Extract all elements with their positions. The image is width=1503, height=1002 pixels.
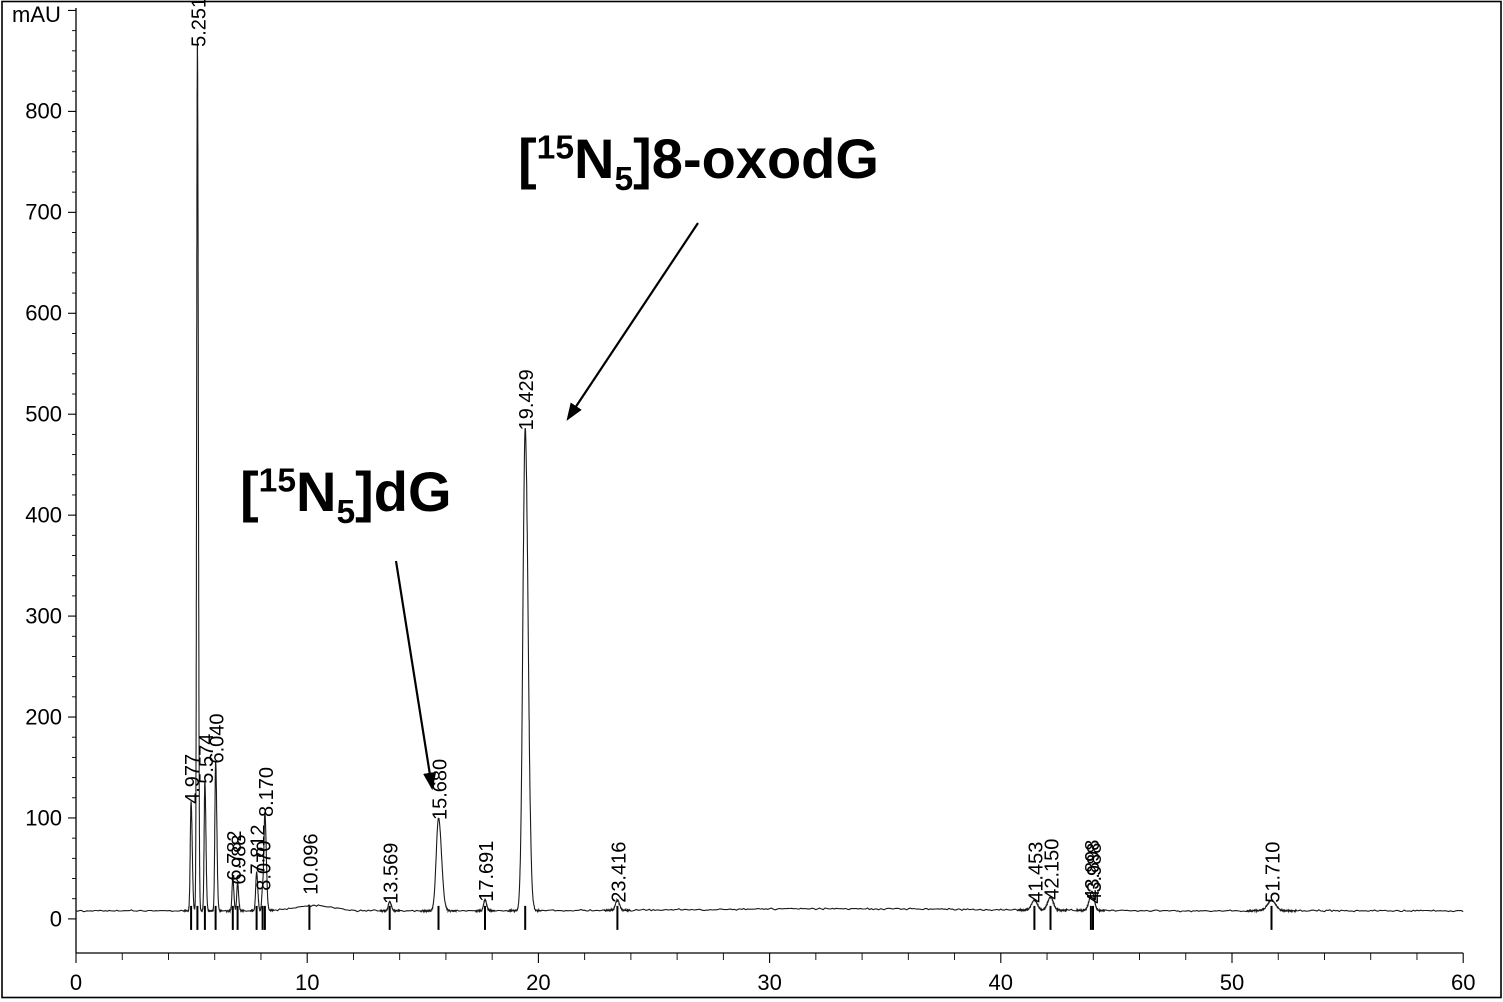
- svg-text:13.569: 13.569: [381, 843, 403, 904]
- svg-text:0: 0: [70, 970, 82, 995]
- svg-text:20: 20: [526, 970, 550, 995]
- svg-text:600: 600: [25, 301, 62, 326]
- svg-text:mAU: mAU: [12, 2, 61, 27]
- svg-text:19.429: 19.429: [516, 369, 538, 430]
- svg-text:100: 100: [25, 806, 62, 831]
- svg-text:10.096: 10.096: [300, 834, 322, 895]
- svg-text:10: 10: [295, 970, 319, 995]
- svg-text:60: 60: [1451, 970, 1475, 995]
- svg-text:51.710: 51.710: [1263, 842, 1285, 903]
- svg-text:200: 200: [25, 705, 62, 730]
- svg-text:400: 400: [25, 503, 62, 528]
- svg-text:8.170: 8.170: [256, 767, 278, 817]
- svg-text:40: 40: [989, 970, 1013, 995]
- svg-text:0: 0: [50, 907, 62, 932]
- svg-text:800: 800: [25, 99, 62, 124]
- svg-text:23.416: 23.416: [608, 842, 630, 903]
- svg-text:300: 300: [25, 604, 62, 629]
- svg-text:17.691: 17.691: [476, 841, 498, 902]
- svg-text:50: 50: [1220, 970, 1244, 995]
- svg-text:6.040: 6.040: [207, 713, 229, 763]
- svg-text:500: 500: [25, 402, 62, 427]
- svg-text:30: 30: [757, 970, 781, 995]
- svg-text:43.988: 43.988: [1084, 843, 1106, 904]
- svg-text:42.150: 42.150: [1042, 839, 1064, 900]
- svg-text:15.680: 15.680: [430, 759, 452, 820]
- svg-text:700: 700: [25, 200, 62, 225]
- svg-text:8.070: 8.070: [254, 841, 276, 891]
- svg-text:5.251: 5.251: [188, 0, 210, 47]
